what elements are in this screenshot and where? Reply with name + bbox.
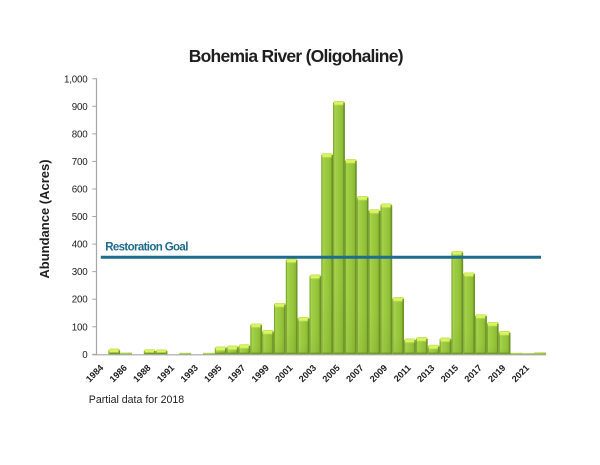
svg-text:700: 700 (72, 157, 88, 168)
svg-text:900: 900 (72, 102, 88, 113)
svg-text:600: 600 (72, 184, 88, 195)
svg-text:Bohemia River (Oligohaline): Bohemia River (Oligohaline) (189, 46, 403, 66)
svg-text:200: 200 (72, 295, 88, 306)
svg-text:Partial data for 2018: Partial data for 2018 (89, 394, 185, 406)
svg-text:400: 400 (72, 240, 88, 251)
svg-text:1,000: 1,000 (64, 74, 88, 85)
svg-text:Abundance (Acres): Abundance (Acres) (37, 159, 52, 278)
svg-text:100: 100 (72, 322, 88, 333)
svg-text:300: 300 (72, 267, 88, 278)
svg-text:Restoration Goal: Restoration Goal (105, 241, 188, 253)
svg-text:0: 0 (82, 350, 88, 361)
svg-text:800: 800 (72, 129, 88, 140)
svg-text:500: 500 (72, 212, 88, 223)
